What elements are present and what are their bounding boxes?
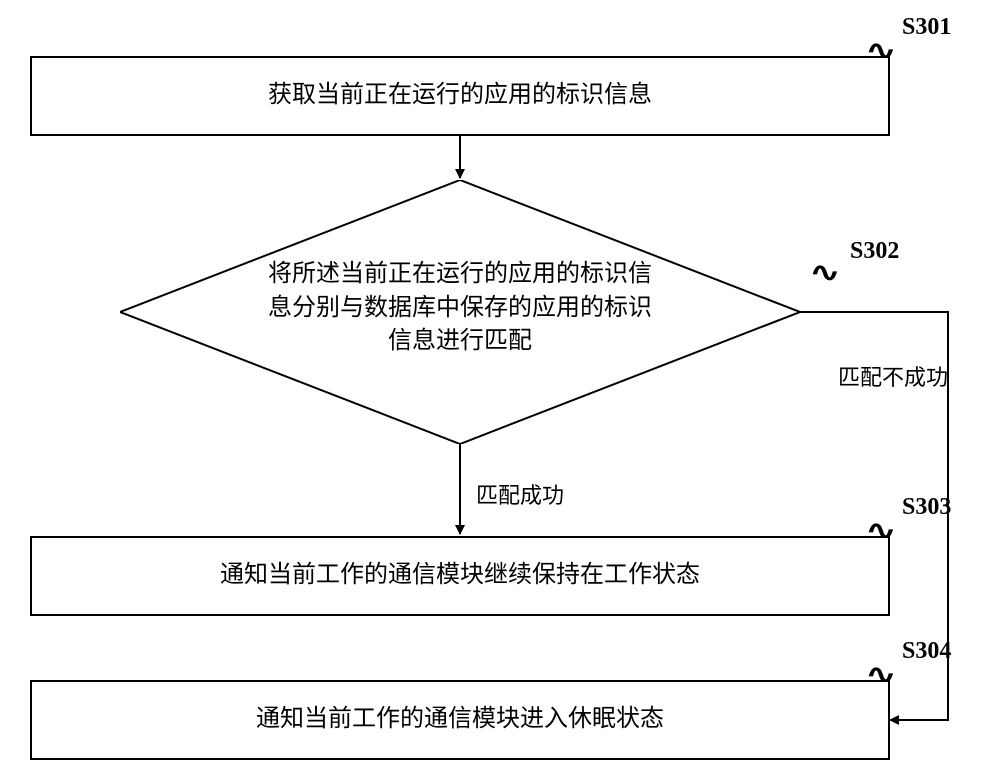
edge-label-fail: 匹配不成功: [838, 360, 948, 392]
